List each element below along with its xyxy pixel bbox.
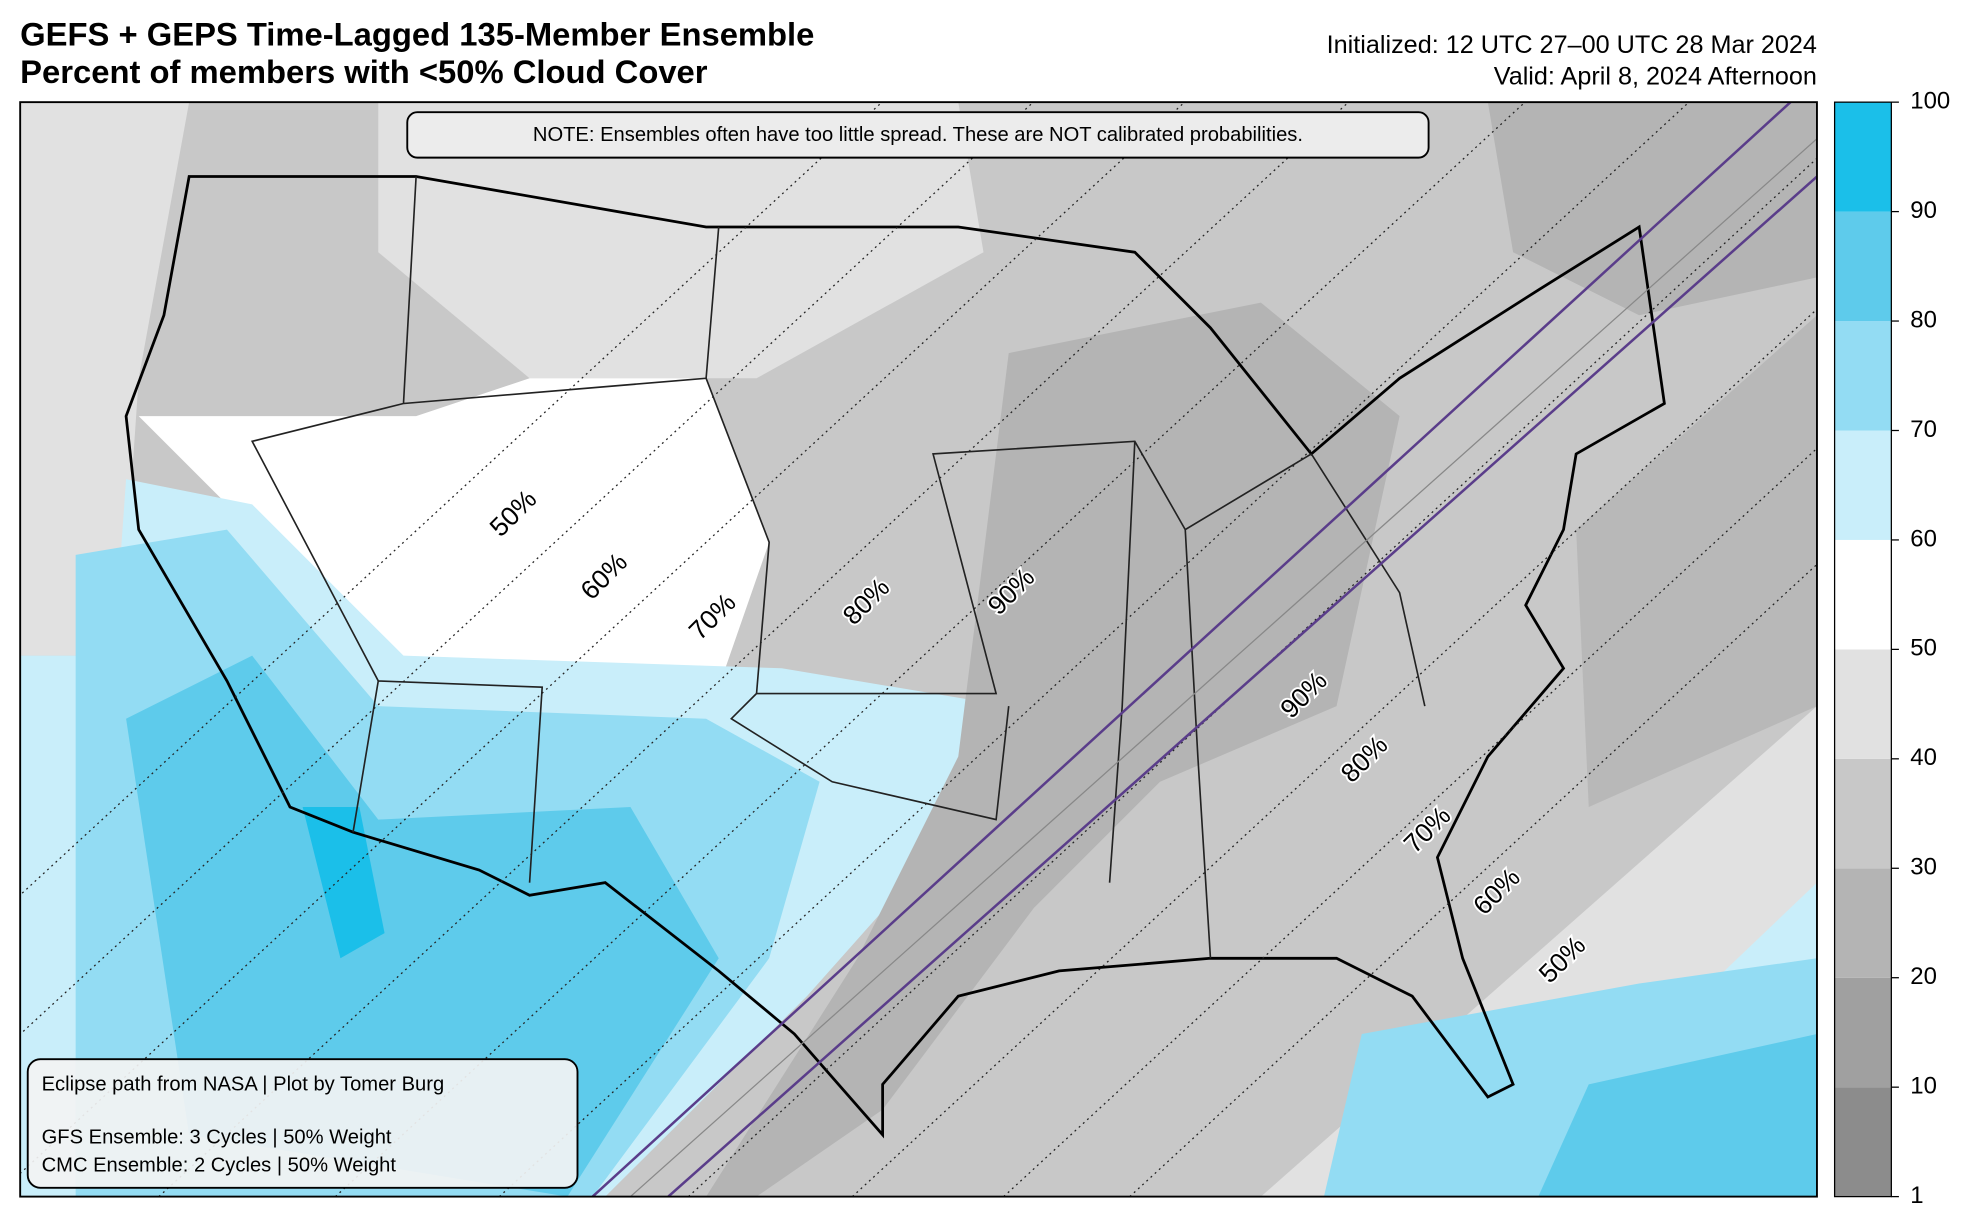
obscuration-contour	[851, 308, 1817, 1197]
footer-box	[26, 1058, 579, 1189]
colorbar-tick-label: 1	[1910, 1182, 1923, 1209]
shade	[1538, 1033, 1817, 1197]
colorbar-band	[1834, 321, 1892, 431]
init-time: Initialized: 12 UTC 27–00 UTC 28 Mar 202…	[1327, 31, 1817, 59]
obscuration-contour	[1129, 563, 1817, 1197]
map	[20, 102, 1817, 1197]
colorbar-tick-label: 100	[1910, 87, 1950, 114]
obscuration-contour	[498, 102, 1690, 1197]
obscuration-contour	[334, 102, 1526, 1197]
shade	[20, 102, 190, 656]
shade	[1487, 102, 1817, 316]
colorbar-band	[1834, 539, 1892, 650]
note-box	[406, 111, 1430, 159]
footer-credit: Eclipse path from NASA | Plot by Tomer B…	[42, 1074, 445, 1096]
colorbar-band	[1834, 758, 1892, 869]
colorbar-tick-label: 30	[1910, 854, 1937, 881]
colorbar-tick-label: 80	[1910, 306, 1937, 333]
note: NOTE: Ensembles often have too little sp…	[533, 124, 1303, 146]
subtitle: Percent of members with <50% Cloud Cover	[20, 53, 708, 90]
obscuration-contour	[20, 102, 1035, 1036]
shade	[378, 102, 984, 379]
shade	[1576, 315, 1817, 807]
obscuration-contour	[1003, 447, 1817, 1197]
obscuration-contour	[688, 157, 1817, 1197]
shade	[138, 378, 770, 688]
title: GEFS + GEPS Time-Lagged 135-Member Ensem…	[20, 15, 814, 52]
colorbar-band	[1834, 1087, 1892, 1197]
valid-time: Valid: April 8, 2024 Afternoon	[1494, 62, 1817, 90]
colorbar-tick-label: 60	[1910, 525, 1937, 552]
colorbar-tick-label: 40	[1910, 744, 1937, 771]
colorbar-tick-label: 10	[1910, 1072, 1937, 1099]
obscuration-contour	[158, 102, 1350, 1197]
colorbar-band	[1834, 102, 1892, 212]
colorbar-band	[1834, 649, 1892, 759]
shade	[302, 806, 385, 959]
colorbar-tick-label: 90	[1910, 197, 1937, 224]
eclipse-centerline	[630, 138, 1817, 1197]
footer-line: CMC Ensemble: 2 Cycles | 50% Weight	[42, 1154, 397, 1176]
state-lines	[250, 176, 1426, 959]
footer-line: GFS Ensemble: 3 Cycles | 50% Weight	[42, 1127, 392, 1149]
colorbar: 1 10 20 30 40 50 60 70 80 90 100	[1833, 87, 1950, 1209]
colorbar-band	[1834, 211, 1892, 322]
colorbar-band	[1834, 868, 1892, 978]
map-frame	[19, 101, 1818, 1198]
colorbar-tick-label: 50	[1910, 635, 1937, 662]
obscuration-contour	[20, 102, 1186, 1175]
eclipse-path-edge	[667, 175, 1817, 1197]
shade	[706, 302, 1400, 1197]
country-outline	[124, 175, 1666, 1139]
colorbar-band	[1834, 977, 1892, 1088]
colorbar-band	[1834, 430, 1892, 540]
eclipse-path-edge	[591, 102, 1792, 1197]
colorbar-tick-label: 70	[1910, 416, 1937, 443]
colorbar-tick-label: 20	[1910, 963, 1937, 990]
obscuration-lines	[20, 102, 1817, 1197]
